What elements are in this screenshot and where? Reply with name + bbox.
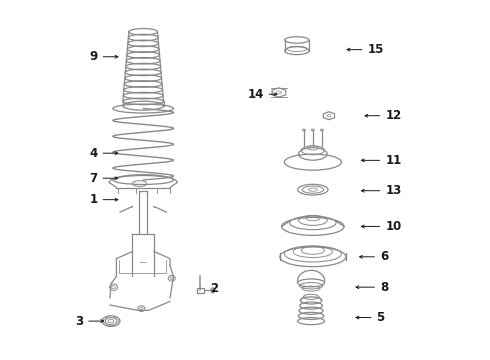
Text: 12: 12 xyxy=(386,109,402,122)
Text: 10: 10 xyxy=(386,220,402,233)
Text: 6: 6 xyxy=(380,250,388,263)
Bar xyxy=(197,288,204,293)
Text: 3: 3 xyxy=(75,315,83,328)
Text: 15: 15 xyxy=(368,43,384,56)
Text: 1: 1 xyxy=(89,193,98,206)
Text: 13: 13 xyxy=(386,184,402,197)
Text: 4: 4 xyxy=(89,147,98,160)
Text: 14: 14 xyxy=(247,88,264,101)
Text: 5: 5 xyxy=(376,311,385,324)
Text: 7: 7 xyxy=(89,172,98,185)
Text: 11: 11 xyxy=(386,154,402,167)
Text: 8: 8 xyxy=(380,281,388,294)
Text: 9: 9 xyxy=(89,50,98,63)
Text: 2: 2 xyxy=(210,283,219,296)
